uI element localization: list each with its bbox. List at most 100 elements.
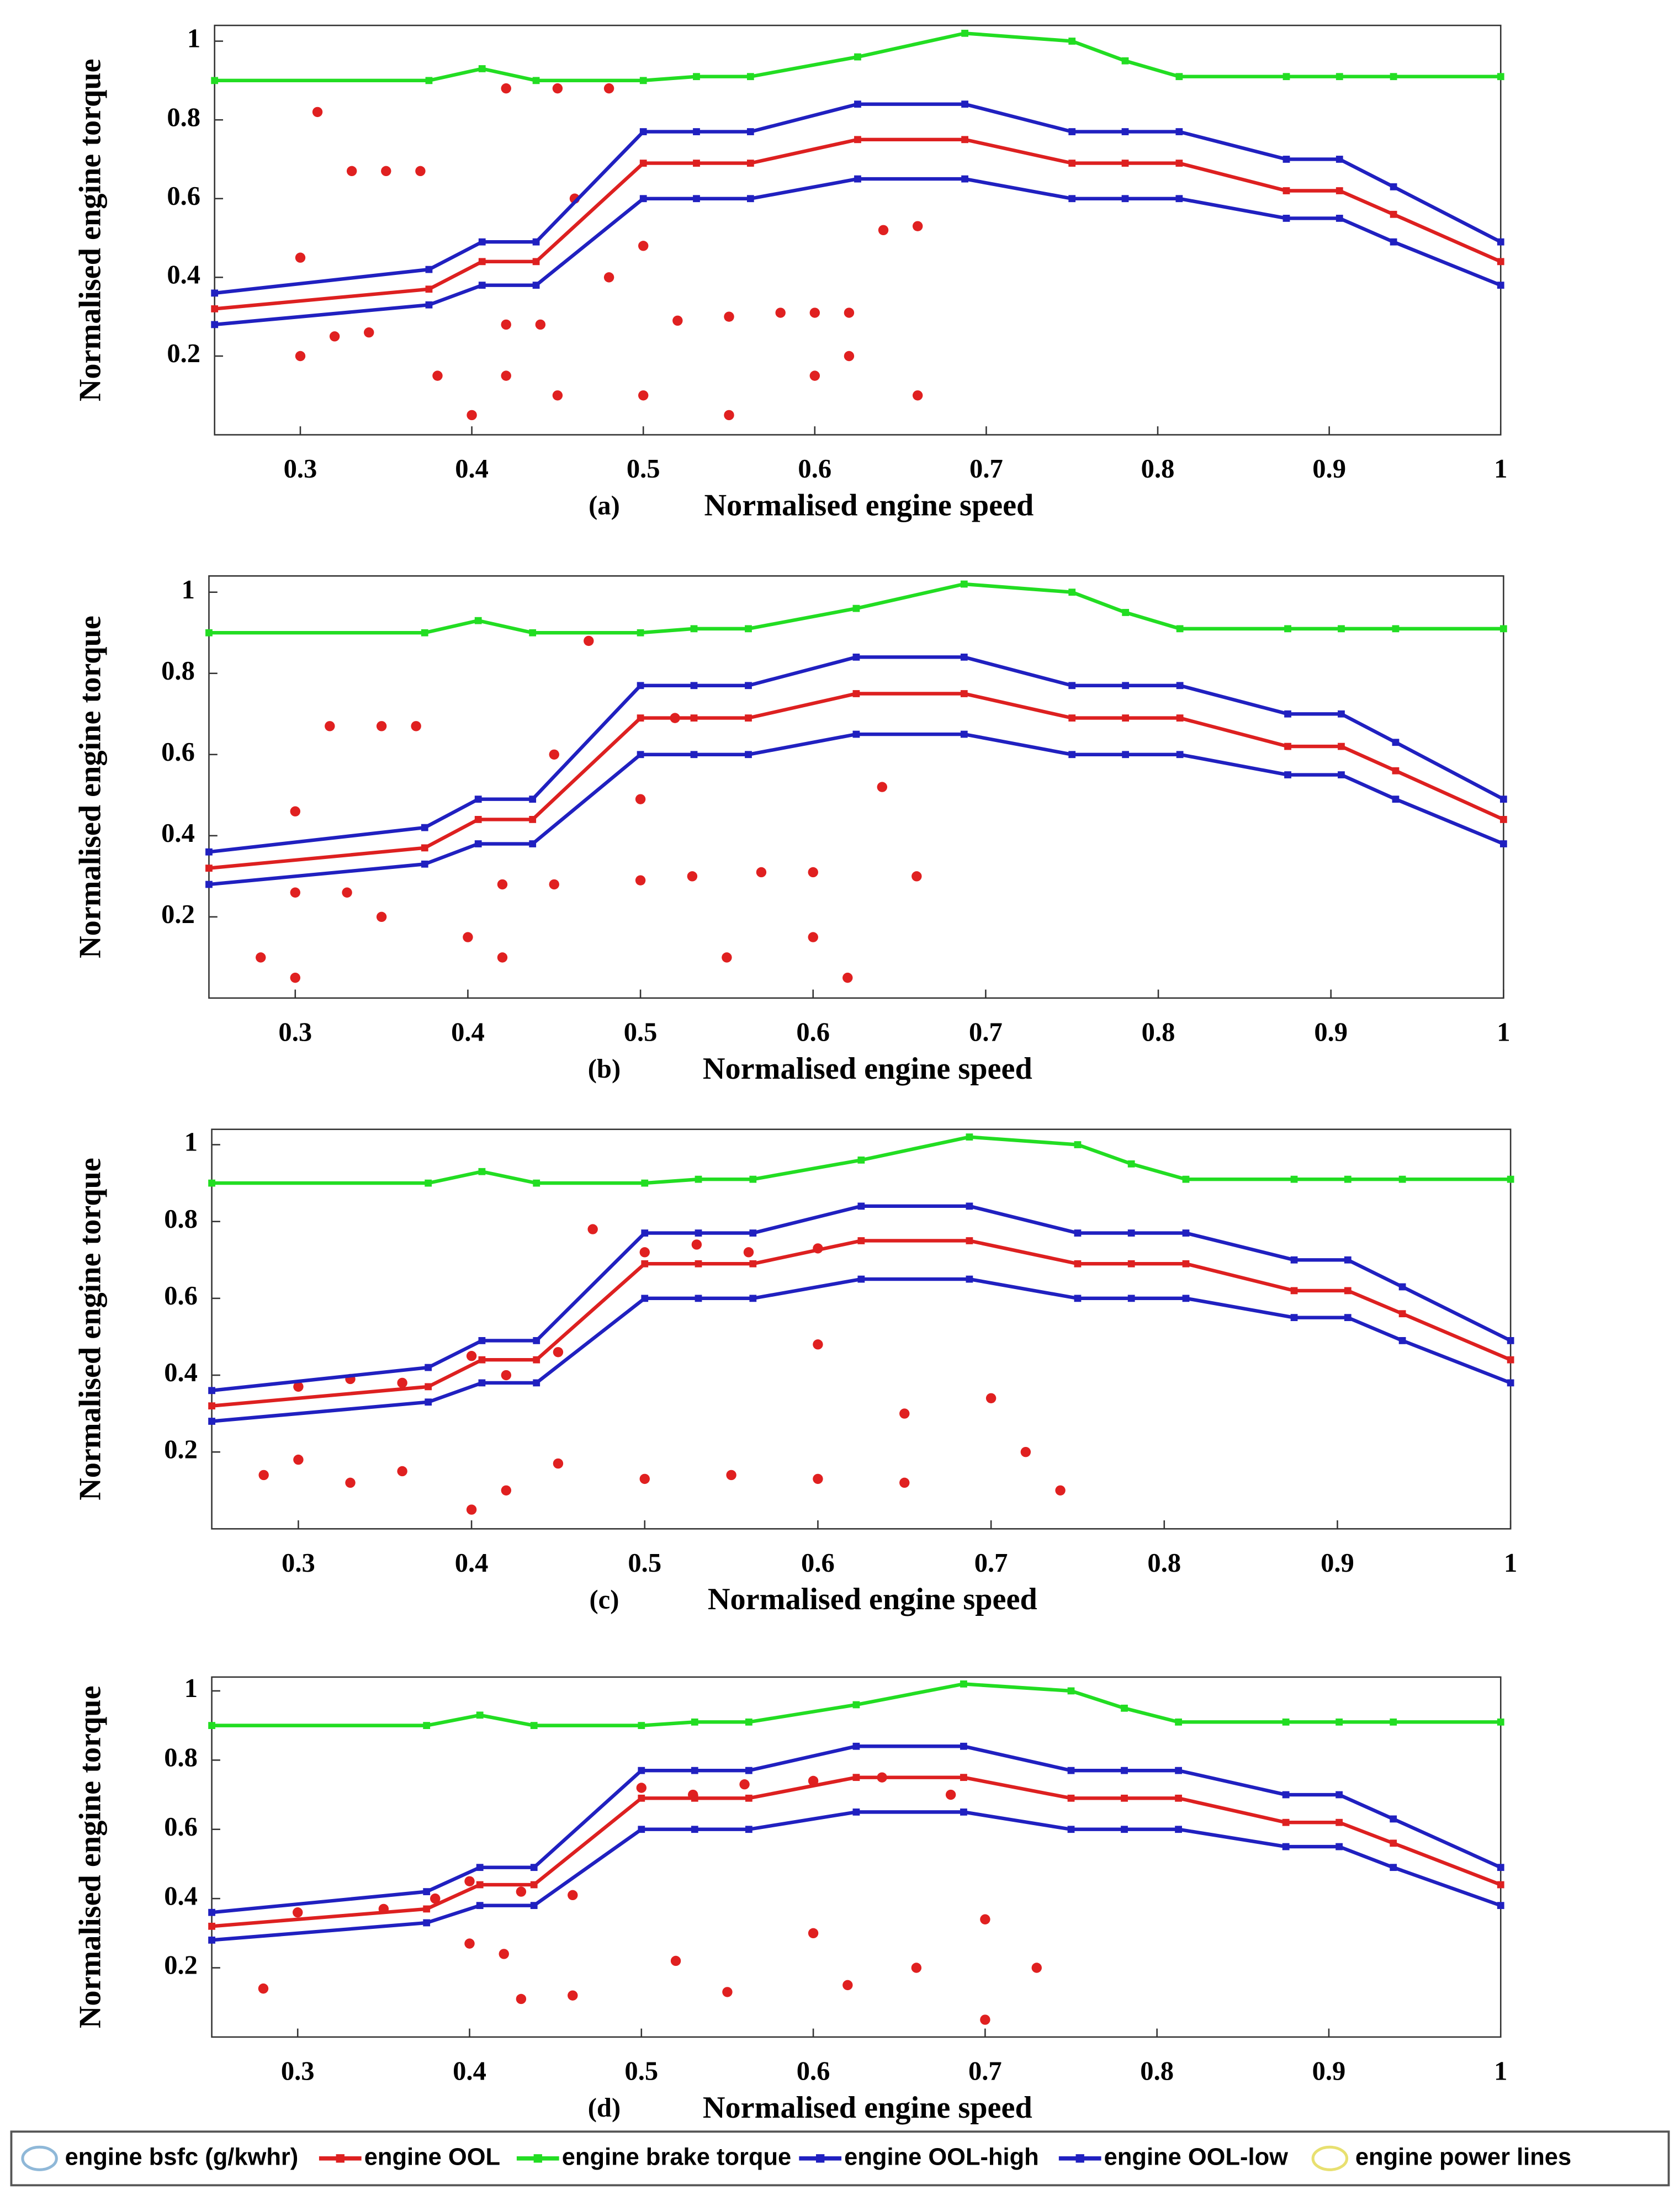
series-marker (1068, 160, 1076, 167)
x-tick-label: 0.6 (797, 2056, 830, 2086)
series-marker (1175, 1767, 1182, 1774)
series-marker (423, 1919, 431, 1927)
series-marker (961, 175, 968, 183)
series-line (211, 1682, 1501, 1727)
series-marker (1127, 1160, 1135, 1168)
series-marker (852, 1774, 860, 1781)
series-marker (421, 860, 428, 868)
series-marker (745, 751, 752, 759)
series-marker (533, 1379, 540, 1387)
series-marker (1344, 1256, 1352, 1264)
series-line (211, 1810, 1502, 1942)
series-marker (960, 580, 968, 588)
operating-point (325, 721, 335, 731)
x-tick-label: 0.5 (628, 1548, 661, 1578)
legend-icon-marker (1075, 2154, 1084, 2163)
operating-point (501, 1370, 512, 1381)
operating-point (603, 272, 614, 283)
plot-frame (211, 1128, 1512, 1530)
operating-point (501, 370, 511, 381)
series-marker (638, 1794, 645, 1802)
operating-point (722, 1987, 733, 1997)
operating-point (813, 1339, 823, 1350)
series-marker (961, 136, 968, 144)
series-marker (1182, 1229, 1190, 1237)
y-tick-label: 0.8 (167, 102, 200, 132)
operating-point (636, 1783, 647, 1793)
series-marker (1074, 1260, 1082, 1268)
series-marker (1121, 1767, 1128, 1774)
series-marker (745, 1826, 752, 1833)
operating-point (415, 166, 426, 177)
operating-point (756, 867, 767, 878)
legend-label: engine bsfc (g/kwhr) (65, 2144, 299, 2170)
series-marker (1338, 743, 1345, 750)
plot-frame (214, 24, 1502, 436)
series-marker (1392, 739, 1400, 746)
operating-point (295, 252, 306, 263)
series-marker (1127, 1260, 1135, 1268)
series-marker (1392, 767, 1400, 775)
series-marker (1282, 1791, 1290, 1799)
operating-point (258, 1470, 269, 1481)
series-marker (208, 1922, 215, 1930)
series-marker (425, 1179, 432, 1187)
plot-area: 0.3 0.4 0.5 0.6 0.7 0.8 0.9 1 0.2 0.4 0.6 0.8 1 (a) No… (73, 24, 1508, 523)
series-marker (530, 1864, 538, 1871)
series-marker (1121, 195, 1129, 203)
x-tick-label: 0.7 (968, 2056, 1002, 2086)
operating-point (808, 867, 818, 878)
operating-point (844, 307, 855, 318)
operating-point (1031, 1963, 1042, 1973)
operating-point (345, 1477, 356, 1488)
series-marker (639, 195, 647, 203)
series-marker (1121, 160, 1129, 167)
legend-icon-marker (533, 2154, 542, 2163)
series-marker (693, 195, 700, 203)
series-marker (1390, 1718, 1397, 1726)
series-marker (691, 1767, 698, 1774)
series-marker (1068, 588, 1076, 596)
operating-point (639, 1473, 650, 1484)
x-axis-label: Normalised engine speed (703, 1052, 1032, 1086)
operating-point (430, 1893, 441, 1904)
operating-point (364, 327, 374, 338)
series-marker (425, 77, 433, 84)
operating-point (877, 782, 888, 792)
operating-point (346, 166, 357, 177)
operating-point (516, 1993, 527, 2005)
series-marker (691, 1794, 698, 1802)
x-tick-label: 1 (1497, 1017, 1510, 1047)
series-marker (474, 840, 482, 847)
legend-icon-marker (816, 2154, 825, 2163)
series-marker (1282, 1718, 1290, 1726)
series-marker (960, 1774, 967, 1781)
series-marker (205, 848, 213, 856)
operating-point (290, 806, 300, 816)
operating-point (411, 721, 421, 731)
series-marker (749, 1295, 757, 1302)
operating-point (376, 911, 387, 922)
series-marker (745, 625, 752, 633)
plot-area: 0.3 0.4 0.5 0.6 0.7 0.8 0.9 1 0.2 0.4 0.6 0.8 1 (b) No… (73, 575, 1511, 1086)
series-marker (1182, 1175, 1190, 1183)
series-marker (1390, 1864, 1397, 1871)
series-marker (1121, 1704, 1128, 1712)
operating-point (376, 721, 387, 731)
series-marker (852, 604, 860, 612)
series-marker (421, 629, 428, 637)
operating-point (516, 1886, 527, 1897)
series-marker (695, 1295, 702, 1302)
y-tick-label: 0.4 (164, 1357, 198, 1387)
series-marker (1121, 1826, 1128, 1833)
series-marker (746, 160, 754, 167)
x-tick-label: 0.5 (627, 454, 660, 484)
series-marker (532, 77, 540, 84)
series-marker (690, 751, 698, 759)
operating-point (397, 1466, 407, 1477)
operating-point (878, 225, 889, 236)
operating-point (553, 1458, 564, 1469)
operating-point (497, 952, 508, 963)
x-tick-label: 0.8 (1140, 2056, 1174, 2086)
operating-point (672, 315, 683, 326)
